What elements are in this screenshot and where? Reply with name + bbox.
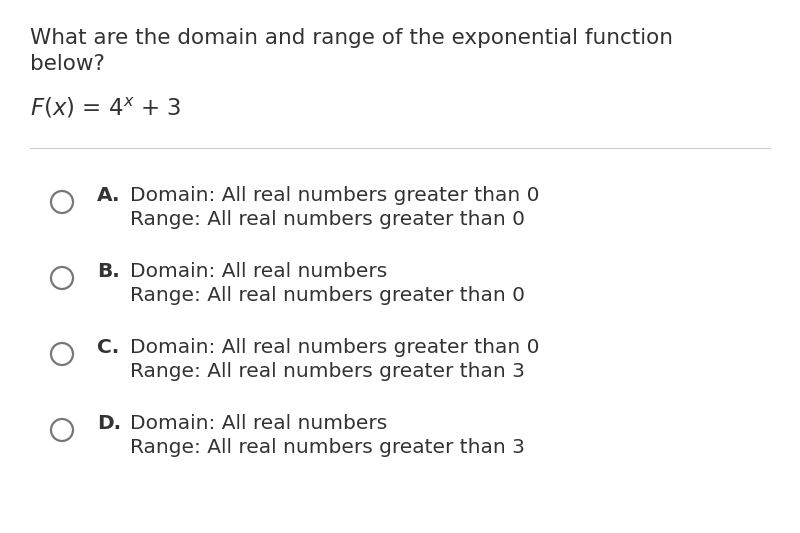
Text: Domain: All real numbers greater than 0: Domain: All real numbers greater than 0 [130,186,539,205]
Text: B.: B. [97,262,120,281]
Text: Range: All real numbers greater than 3: Range: All real numbers greater than 3 [130,362,525,381]
Text: $\mathit{F}(\mathit{x})$ = 4$^x$ + 3: $\mathit{F}(\mathit{x})$ = 4$^x$ + 3 [30,96,182,120]
Text: Range: All real numbers greater than 0: Range: All real numbers greater than 0 [130,210,525,229]
Text: Domain: All real numbers: Domain: All real numbers [130,414,387,433]
Text: Range: All real numbers greater than 3: Range: All real numbers greater than 3 [130,438,525,457]
Text: Domain: All real numbers greater than 0: Domain: All real numbers greater than 0 [130,338,539,357]
Text: A.: A. [97,186,121,205]
Text: Domain: All real numbers: Domain: All real numbers [130,262,387,281]
Text: below?: below? [30,54,105,74]
Text: What are the domain and range of the exponential function: What are the domain and range of the exp… [30,28,673,48]
Text: D.: D. [97,414,121,433]
Text: Range: All real numbers greater than 0: Range: All real numbers greater than 0 [130,286,525,305]
Text: C.: C. [97,338,119,357]
